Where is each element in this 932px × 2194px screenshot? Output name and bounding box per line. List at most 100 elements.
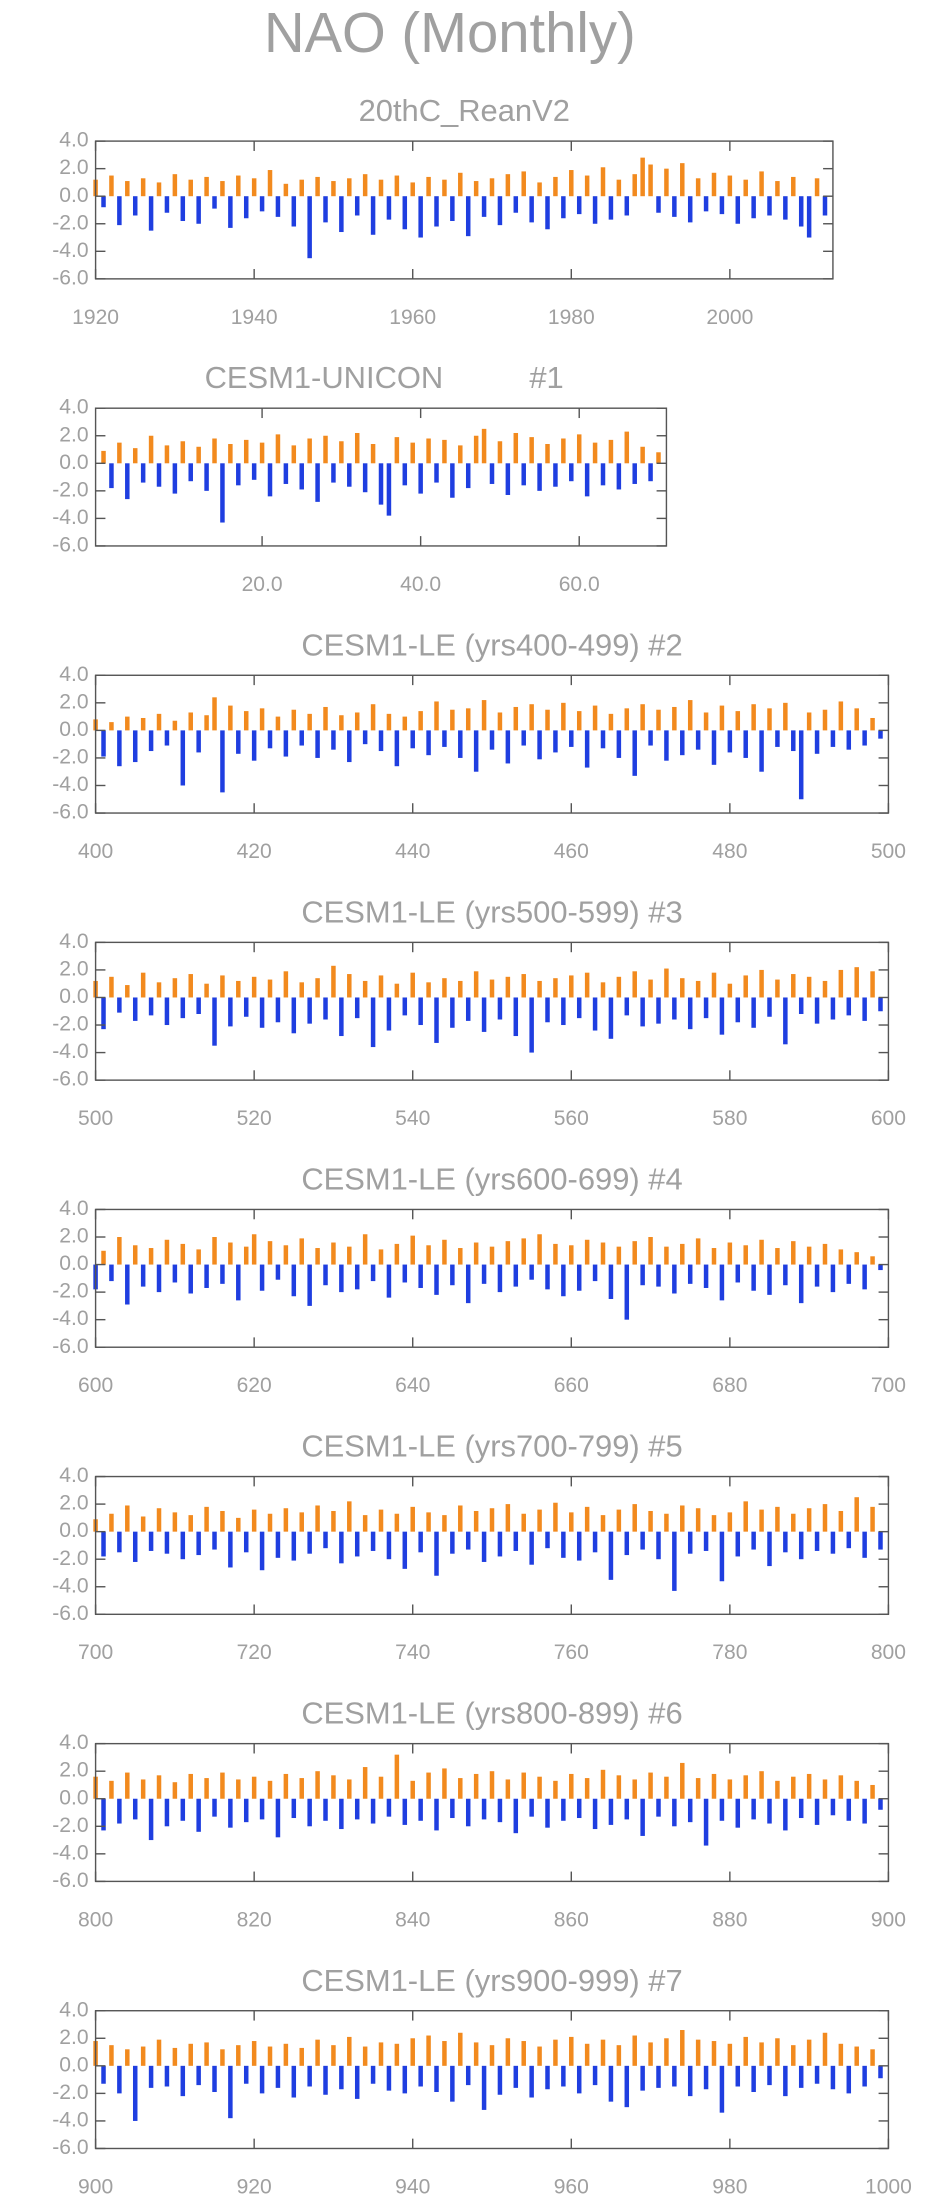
bar (220, 2049, 225, 2066)
bar (608, 196, 614, 220)
bar (465, 463, 471, 489)
bar (283, 2043, 289, 2066)
bar (529, 704, 534, 731)
y-tick-label: -4.0 (52, 1040, 88, 1063)
bar (188, 974, 193, 998)
bar (735, 997, 741, 1023)
bar (156, 1775, 162, 1799)
bar (465, 997, 471, 1021)
bar (711, 1515, 717, 1532)
bar (275, 716, 281, 731)
bar (339, 1264, 344, 1293)
bar (354, 196, 360, 216)
bar (156, 182, 162, 197)
bar (323, 1531, 328, 1549)
bar (220, 181, 225, 197)
bar (814, 997, 820, 1024)
bar (814, 730, 820, 754)
bar (101, 196, 106, 208)
bar (529, 437, 534, 464)
bar (624, 1798, 630, 1820)
bar (117, 730, 122, 767)
bar (362, 1234, 368, 1265)
x-tick-label: 680 (712, 1374, 747, 1397)
bar (497, 712, 503, 731)
bar (822, 1504, 828, 1532)
x-tick-label: 500 (871, 840, 906, 863)
bar (426, 982, 431, 998)
bar (584, 2043, 590, 2066)
bar (553, 1502, 558, 1532)
bar (687, 1531, 693, 1554)
bar (703, 1264, 709, 1288)
bar (561, 702, 566, 731)
bar (164, 1239, 170, 1265)
bar (878, 1531, 883, 1550)
bar (331, 965, 336, 998)
bar (109, 1513, 114, 1532)
bar (497, 441, 503, 464)
bar (751, 704, 756, 731)
bar (561, 196, 566, 219)
bar (291, 445, 297, 464)
bar (378, 1509, 384, 1532)
y-tick-label: -6.0 (52, 1602, 88, 1625)
bar (806, 712, 812, 731)
bar (212, 1531, 217, 1550)
bar (664, 168, 669, 197)
bar (489, 2045, 495, 2066)
bar (743, 730, 748, 758)
y-tick-label: -4.0 (52, 2108, 88, 2131)
bar (600, 1242, 606, 1265)
bar (236, 463, 241, 486)
bar (505, 1504, 511, 1532)
bar (101, 2065, 106, 2084)
y-tick-label: 4.0 (59, 930, 88, 953)
bar (172, 978, 178, 998)
x-tick-label: 1920 (72, 306, 119, 329)
bar (259, 708, 265, 731)
bar (362, 1515, 368, 1532)
bar (664, 730, 669, 761)
bar (243, 2065, 249, 2084)
bar (331, 1775, 336, 1799)
y-tick-label: -2.0 (52, 1013, 88, 1036)
bar (862, 2065, 867, 2087)
bar (854, 1497, 859, 1532)
bar (251, 976, 257, 998)
y-tick-label: 4.0 (59, 396, 88, 419)
x-tick-label: 480 (712, 840, 747, 863)
bar (814, 1531, 820, 1551)
x-tick-label: 420 (237, 840, 272, 863)
bar (148, 1798, 154, 1841)
bar (251, 463, 257, 480)
bar (608, 439, 614, 464)
bar (537, 730, 542, 760)
bar (458, 172, 463, 197)
bar (791, 730, 796, 752)
bar (711, 730, 717, 765)
bar (497, 196, 503, 226)
y-tick-label: 4.0 (59, 1197, 88, 1220)
bar (370, 704, 376, 731)
y-tick-label: -4.0 (52, 1841, 88, 1864)
x-tick-label: 960 (554, 2175, 589, 2194)
bar (719, 196, 725, 215)
bar (600, 982, 606, 998)
bar (680, 978, 685, 998)
bar (236, 1517, 241, 1532)
bar (188, 2043, 193, 2066)
bar (822, 709, 828, 731)
y-tick-label: 4.0 (59, 1998, 88, 2021)
bar (299, 179, 304, 197)
bar (418, 1798, 423, 1821)
bar (497, 1264, 503, 1293)
bar (798, 1531, 804, 1560)
bar (362, 463, 368, 493)
y-tick-label: 0.0 (59, 1519, 88, 1542)
bar (584, 972, 590, 998)
bar (243, 1246, 249, 1265)
bar (125, 1505, 130, 1532)
bar (251, 1776, 257, 1799)
bar (767, 997, 772, 1017)
